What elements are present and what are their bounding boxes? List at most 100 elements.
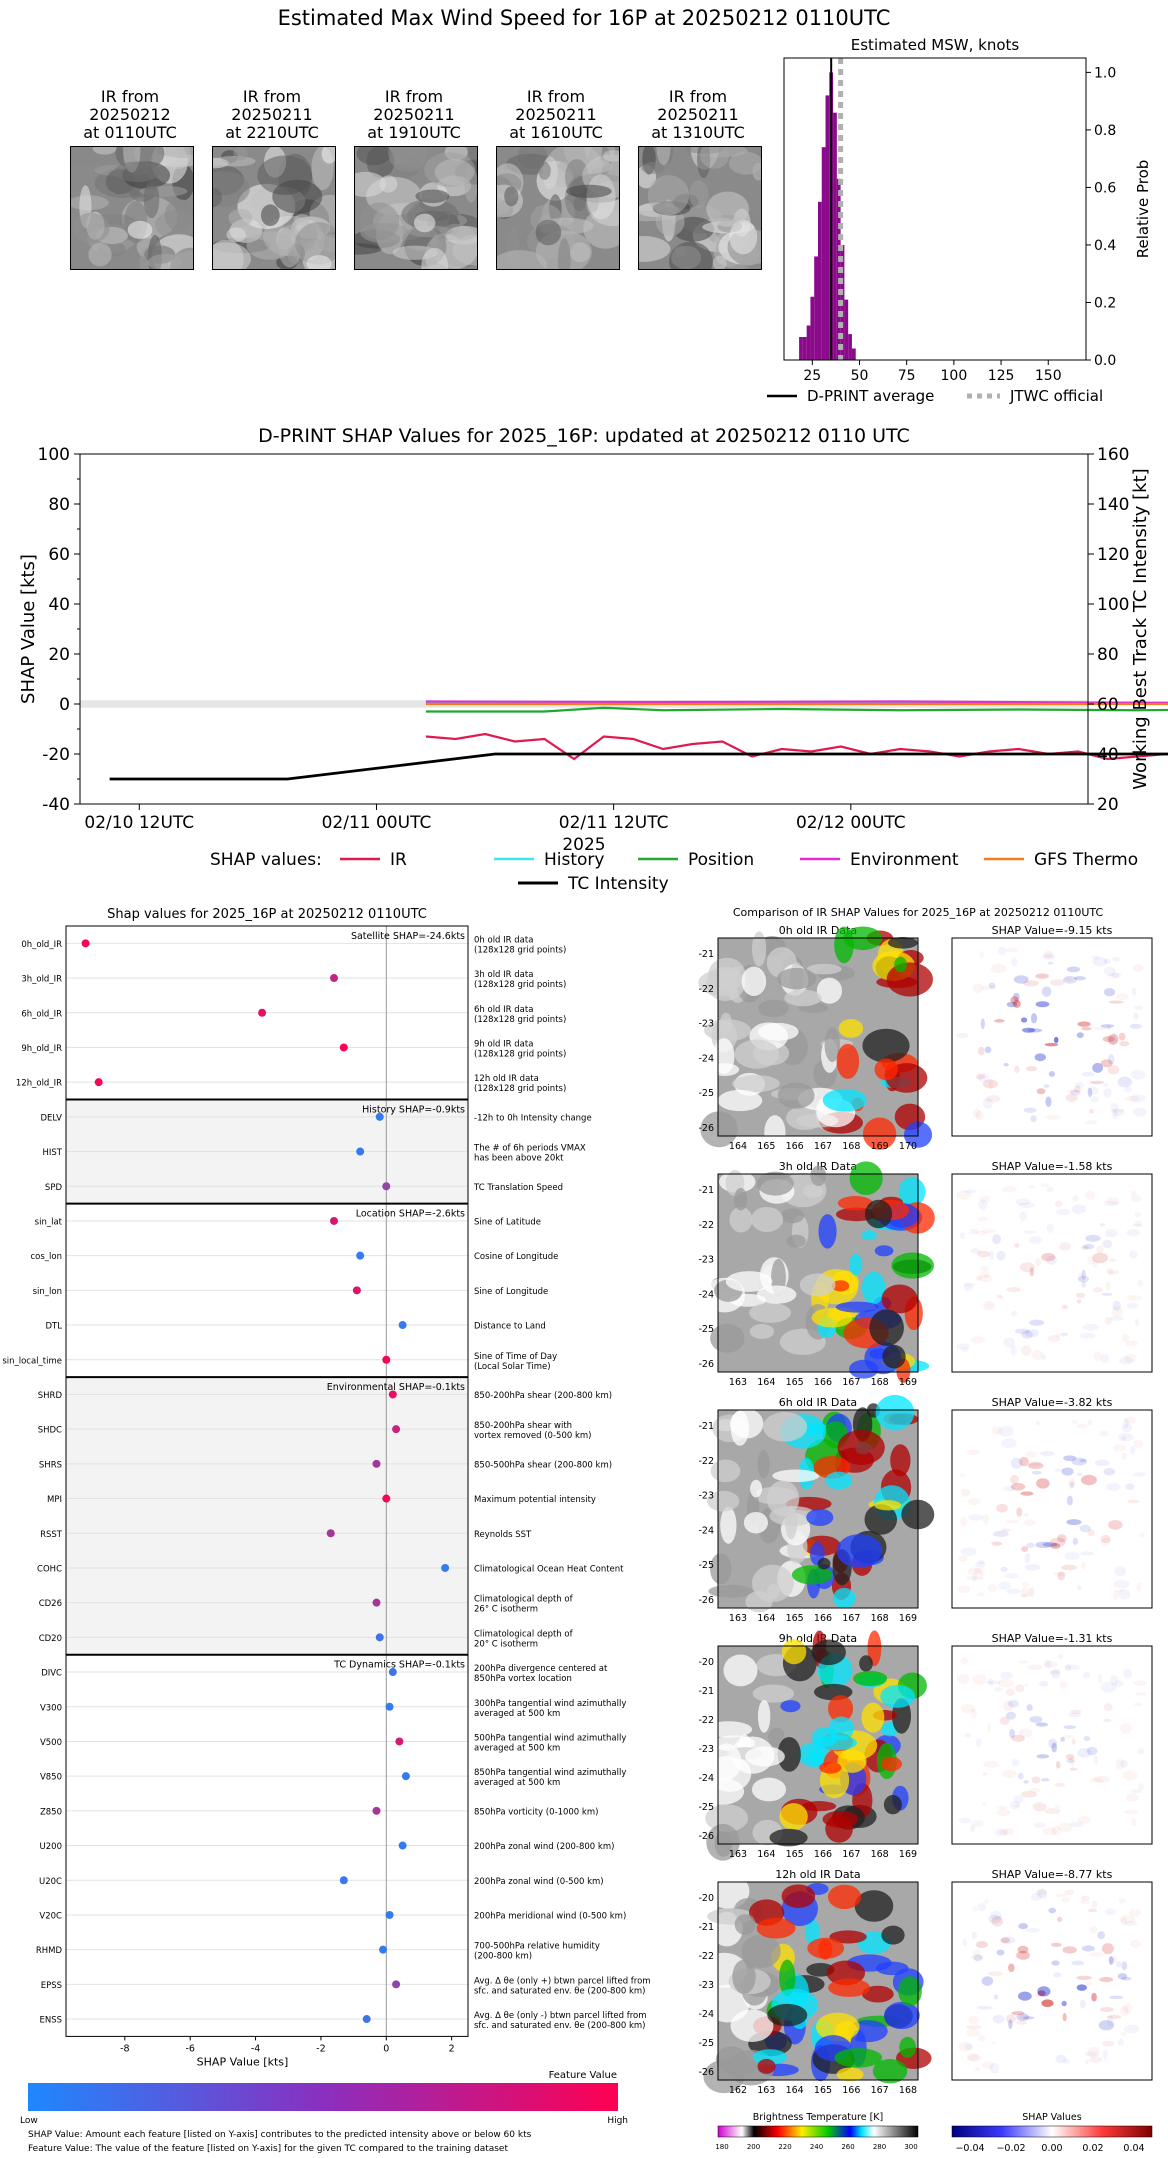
shap-field-blob: [1130, 1194, 1142, 1203]
ir-thumb-svg: [497, 147, 619, 269]
ir-x-tick-label: 165: [814, 2085, 832, 2096]
ir-thumb-label-line: IR from: [668, 87, 728, 106]
shap-field-blob: [961, 1547, 977, 1557]
shap-field-blob: [1124, 1095, 1140, 1102]
ir-thumb-cloud: [467, 147, 477, 163]
shap-cb-tick-label: 0.04: [1123, 2143, 1144, 2154]
ir-field-cloud: [810, 1165, 827, 1186]
shap-field-blob: [1069, 1767, 1078, 1771]
shap-field-blob: [1101, 1943, 1114, 1955]
shap-field-blob: [1037, 1990, 1046, 1997]
summary-feature-point: [356, 1147, 365, 1156]
shap-field-blob: [1101, 1537, 1111, 1547]
shap-field-blob: [968, 1514, 984, 1521]
shap-field-blob: [984, 1046, 992, 1054]
shap-field-blob: [1089, 1109, 1094, 1114]
ir-field-cloud: [898, 1177, 926, 1207]
ir-field-cloud: [849, 1253, 863, 1276]
ir-field-cloud: [835, 1301, 879, 1313]
shap-field-blob: [1000, 1937, 1011, 1944]
shap-field-blob: [1128, 1250, 1138, 1259]
ir-field-cloud: [837, 1196, 873, 1211]
msw-bar: [833, 112, 837, 361]
shap-field-blob: [1092, 957, 1108, 967]
ir-field-cloud: [816, 977, 843, 1004]
shap-field-blob: [1028, 1184, 1036, 1189]
shap-field-blob: [1124, 1416, 1136, 1425]
ts-left-tick-label: 100: [38, 445, 70, 465]
shap-field-blob: [1076, 1423, 1088, 1429]
msw-bar: [810, 296, 815, 360]
shap-field-blob: [1035, 1722, 1048, 1727]
shap-field-blob: [1061, 1304, 1068, 1310]
shap-field-blob: [1071, 1420, 1078, 1424]
shap-field-blob: [1021, 1790, 1038, 1798]
summary-feature-desc: 850-200hPa shear with: [474, 1421, 572, 1431]
shap-field-blob: [988, 982, 996, 989]
ir-field-cloud: [767, 2003, 808, 2027]
shap-field-blob: [1126, 1302, 1139, 1309]
shap-field-blob: [1087, 1087, 1093, 1098]
summary-feature-point: [382, 1355, 391, 1364]
bt-tick-label: 280: [873, 2143, 886, 2151]
msw-y-tick-label: 1.0: [1094, 65, 1116, 81]
shap-field-blob: [978, 2035, 986, 2042]
summary-feature-desc: Sine of Latitude: [474, 1217, 541, 1227]
shap-field-blob: [1125, 1793, 1139, 1802]
shap-field-blob: [1100, 1059, 1113, 1068]
ts-left-tick-label: -20: [42, 745, 70, 765]
shap-field-blob: [1080, 1895, 1090, 1902]
shap-field-blob: [1130, 1939, 1142, 1949]
summary-feature-desc: 700-500hPa relative humidity: [474, 1942, 600, 1952]
colorbar-label: Feature Value: [549, 2070, 617, 2081]
ir-field-cloud: [836, 2067, 864, 2082]
ir-field-cloud: [780, 1700, 801, 1713]
shap-field-blob: [1102, 1082, 1109, 1088]
shap-field-blob: [1029, 1236, 1043, 1245]
shap-field-blob: [1027, 1462, 1044, 1470]
ir-field-cloud: [881, 1925, 905, 1945]
shap-field-blob: [1132, 1107, 1147, 1117]
summary-group-label: Location SHAP=-2.6kts: [356, 1209, 465, 1220]
ir-y-tick-label: -24: [698, 1053, 714, 1064]
shap-field-blob: [996, 1806, 1008, 1810]
shap-field-blob: [1011, 1734, 1025, 1742]
summary-feature-point: [352, 1286, 361, 1295]
ir-field-cloud: [864, 1199, 893, 1229]
shap-field-blob: [1057, 1822, 1073, 1833]
summary-x-tick-label: -4: [251, 2043, 260, 2054]
ir-thumb-cloud: [164, 198, 193, 232]
ir-x-tick-label: 166: [814, 1613, 832, 1624]
ir-x-tick-label: 169: [899, 1613, 917, 1624]
shap-field-blob: [1079, 1999, 1086, 2009]
shap-field-blob: [1010, 1482, 1026, 1491]
shap-field-blob: [1094, 1459, 1110, 1467]
shap-field-blob: [1087, 2046, 1100, 2058]
shap-field-blob: [1103, 966, 1116, 977]
shap-field-blob: [1113, 1566, 1127, 1577]
ir-thumb-cloud: [689, 180, 709, 209]
shap-field-blob: [1123, 2024, 1140, 2034]
shap-field-blob: [1064, 977, 1074, 982]
shap-field-blob: [1021, 1586, 1028, 1598]
shap-field-blob: [1030, 1893, 1042, 1902]
shap-field-blob: [1093, 1026, 1108, 1030]
ir-thumb-label-line: 20250212: [89, 105, 171, 124]
ir-x-tick-label: 166: [814, 1849, 832, 1860]
shap-field-blob: [994, 1019, 1005, 1023]
shap-field-blob: [1102, 2049, 1108, 2061]
shap-field-blob: [1005, 1588, 1022, 1595]
shap-field-blob: [960, 1704, 976, 1714]
ir-thumb-cloud: [700, 147, 730, 169]
shap-field-blob: [1037, 1986, 1051, 1997]
ir-field-cloud: [734, 1187, 748, 1211]
ir-thumb-cloud: [226, 227, 246, 243]
shap-field-blob: [1005, 947, 1019, 953]
shap-field-blob: [1046, 1186, 1054, 1193]
ts-left-tick-label: 60: [48, 545, 70, 565]
ir-thumb-cloud: [294, 214, 311, 226]
ir-y-tick-label: -20: [698, 1893, 714, 1904]
shap-field-blob: [1134, 1702, 1143, 1706]
shap-field-blob: [1133, 1439, 1144, 1448]
ir-thumb-label: IR from 20250211 at 2210UTC: [202, 88, 342, 142]
